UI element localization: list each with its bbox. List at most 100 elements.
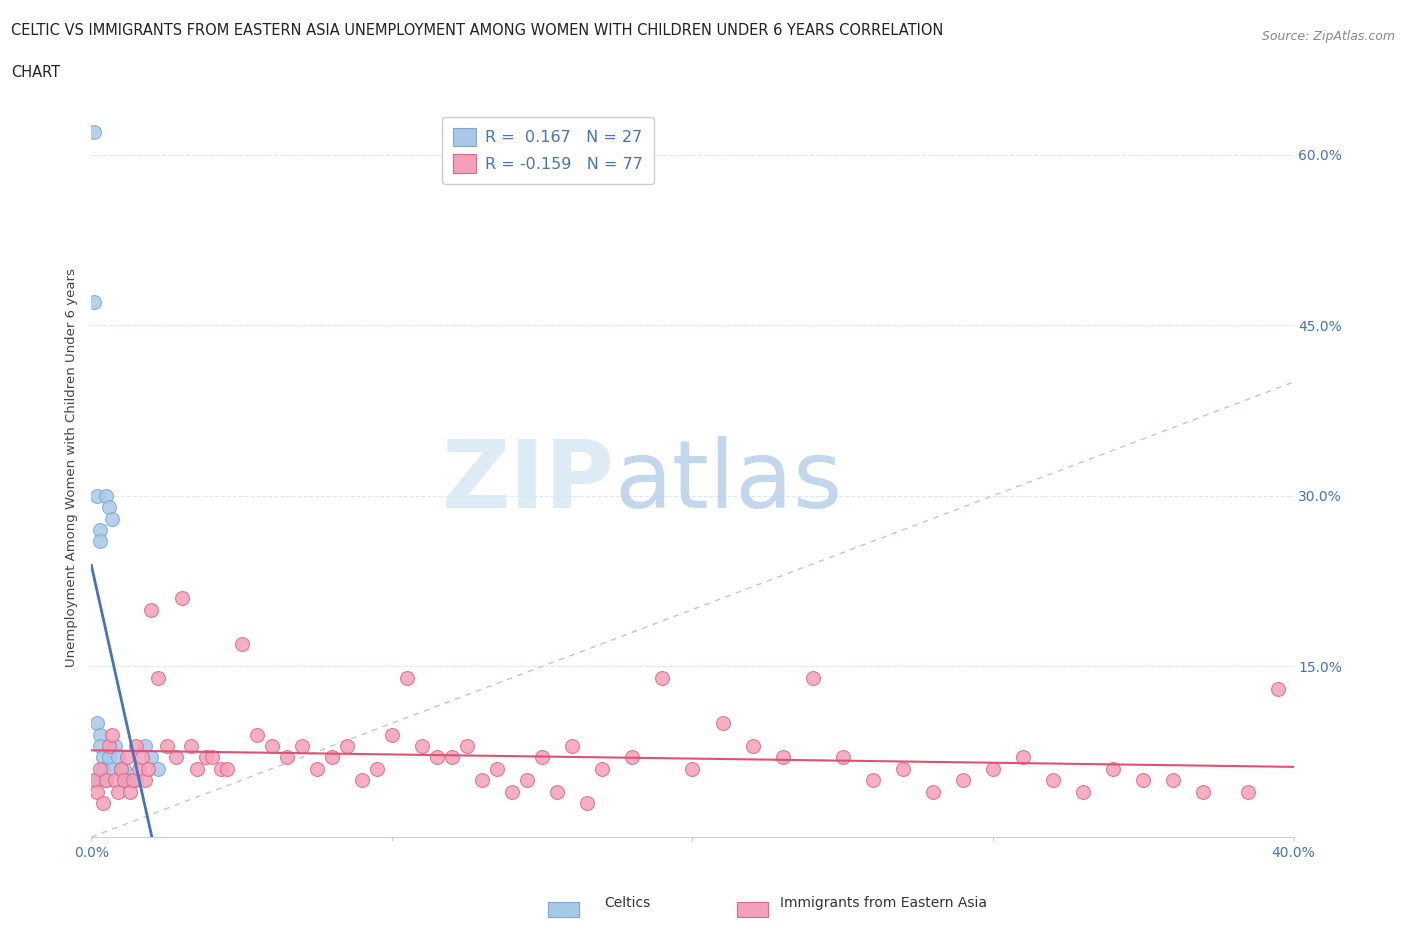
Point — [89, 762, 111, 777]
Point — [101, 512, 124, 526]
Point — [1237, 784, 1260, 799]
Point — [146, 762, 169, 777]
Text: CHART: CHART — [11, 65, 60, 80]
Point — [862, 773, 884, 788]
Point — [711, 716, 734, 731]
Point — [276, 750, 298, 764]
Point — [591, 762, 613, 777]
Point — [98, 738, 121, 753]
Point — [1267, 682, 1289, 697]
Point — [231, 636, 253, 651]
Point — [531, 750, 554, 764]
Point — [621, 750, 644, 764]
Point — [305, 762, 328, 777]
Point — [891, 762, 914, 777]
Point — [83, 773, 105, 788]
Point — [134, 773, 156, 788]
Point — [96, 488, 118, 503]
Point — [246, 727, 269, 742]
Point — [114, 762, 136, 777]
Point — [117, 773, 139, 788]
Point — [93, 762, 115, 777]
Text: Source: ZipAtlas.com: Source: ZipAtlas.com — [1261, 30, 1395, 43]
Point — [546, 784, 568, 799]
Point — [86, 784, 108, 799]
Point — [83, 125, 105, 140]
Point — [110, 762, 132, 777]
Text: Celtics: Celtics — [605, 896, 651, 910]
Point — [981, 762, 1004, 777]
Point — [125, 738, 148, 753]
Point — [134, 738, 156, 753]
Y-axis label: Unemployment Among Women with Children Under 6 years: Unemployment Among Women with Children U… — [65, 268, 79, 667]
Point — [107, 784, 129, 799]
Point — [381, 727, 404, 742]
Point — [561, 738, 583, 753]
Point — [131, 750, 153, 764]
Point — [114, 773, 136, 788]
Point — [440, 750, 463, 764]
Point — [89, 534, 111, 549]
Point — [117, 750, 139, 764]
Point — [89, 727, 111, 742]
Point — [104, 773, 127, 788]
Point — [98, 750, 121, 764]
Point — [1102, 762, 1125, 777]
Point — [89, 523, 111, 538]
Point — [96, 773, 118, 788]
Point — [350, 773, 373, 788]
Point — [86, 716, 108, 731]
Point — [501, 784, 523, 799]
Text: Immigrants from Eastern Asia: Immigrants from Eastern Asia — [780, 896, 987, 910]
Text: ZIP: ZIP — [441, 436, 614, 528]
Point — [1012, 750, 1035, 764]
Point — [120, 784, 142, 799]
Point — [186, 762, 208, 777]
Point — [576, 795, 599, 810]
Point — [741, 738, 763, 753]
Point — [471, 773, 494, 788]
Point — [146, 671, 169, 685]
Point — [170, 591, 193, 605]
Point — [122, 773, 145, 788]
Point — [141, 602, 163, 617]
Point — [801, 671, 824, 685]
Point — [96, 773, 118, 788]
Point — [772, 750, 794, 764]
Point — [336, 738, 359, 753]
Point — [260, 738, 283, 753]
Point — [486, 762, 509, 777]
Point — [141, 750, 163, 764]
Point — [1161, 773, 1184, 788]
Point — [411, 738, 433, 753]
Point — [395, 671, 418, 685]
Point — [366, 762, 388, 777]
Legend: R =  0.167   N = 27, R = -0.159   N = 77: R = 0.167 N = 27, R = -0.159 N = 77 — [441, 117, 654, 184]
Point — [426, 750, 449, 764]
Point — [104, 738, 127, 753]
Point — [681, 762, 703, 777]
Point — [321, 750, 343, 764]
Point — [1042, 773, 1064, 788]
Point — [125, 773, 148, 788]
Point — [93, 750, 115, 764]
Point — [165, 750, 187, 764]
Point — [952, 773, 974, 788]
Point — [128, 762, 150, 777]
Point — [89, 738, 111, 753]
Point — [86, 773, 108, 788]
Point — [209, 762, 232, 777]
Point — [101, 762, 124, 777]
Point — [1132, 773, 1154, 788]
Point — [86, 488, 108, 503]
Point — [107, 750, 129, 764]
Point — [93, 795, 115, 810]
Text: CELTIC VS IMMIGRANTS FROM EASTERN ASIA UNEMPLOYMENT AMONG WOMEN WITH CHILDREN UN: CELTIC VS IMMIGRANTS FROM EASTERN ASIA U… — [11, 23, 943, 38]
Point — [201, 750, 224, 764]
Point — [922, 784, 945, 799]
Point — [110, 762, 132, 777]
Point — [1192, 784, 1215, 799]
Point — [101, 727, 124, 742]
Point — [291, 738, 314, 753]
Point — [180, 738, 202, 753]
